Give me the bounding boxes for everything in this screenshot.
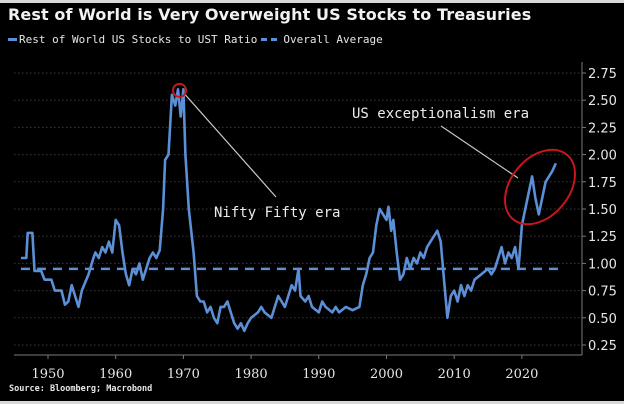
x-tick-label: 1950 <box>31 367 64 382</box>
y-tick-label: 2.75 <box>588 67 617 82</box>
annotations-layer: Nifty Fifty era US exceptionalism era <box>172 82 576 226</box>
y-tick-label: 2.50 <box>588 94 617 109</box>
legend-label-average: Overall Average <box>283 33 383 46</box>
x-tick-label: 1960 <box>99 367 132 382</box>
y-tick-label: 0.50 <box>588 312 617 327</box>
x-tick-label: 1980 <box>235 367 268 382</box>
x-tick-label: 2010 <box>438 367 471 382</box>
x-tick-label: 2020 <box>505 367 538 382</box>
y-tick-label: 1.75 <box>588 176 617 191</box>
chart-legend: Rest of World US Stocks to UST Ratio Ove… <box>8 33 383 46</box>
legend-swatch-average <box>261 38 281 41</box>
y-tick-label: 2.25 <box>588 121 617 136</box>
axes: 0.25 0.50 0.75 1.00 1.25 1.50 1.75 2.00 2.25 2.50… <box>14 62 617 382</box>
y-tick-label: 0.75 <box>588 285 617 300</box>
x-tick-label: 1990 <box>302 367 335 382</box>
grid-lines <box>14 72 582 346</box>
annotation-label-us: US exceptionalism era <box>352 106 529 122</box>
y-tick-label: 1.00 <box>588 257 617 272</box>
y-tick-label: 0.25 <box>588 339 617 354</box>
y-tick-label: 1.50 <box>588 203 617 218</box>
y-tick-label: 1.25 <box>588 230 617 245</box>
annotation-pointer-us <box>440 125 519 179</box>
annotation-label-nifty: Nifty Fifty era <box>214 205 340 221</box>
annotation-ellipse-us <box>504 148 576 226</box>
x-tick-label: 2000 <box>370 367 403 382</box>
chart-title: Rest of World is Very Overweight US Stoc… <box>8 5 532 24</box>
legend-swatch-ratio <box>8 38 17 41</box>
series-layer <box>20 88 560 333</box>
series-ratio-line <box>20 88 557 333</box>
source-note: Source: Bloomberg; Macrobond <box>9 384 153 394</box>
y-tick-label: 2.00 <box>588 149 617 164</box>
annotation-pointer-nifty <box>183 92 277 198</box>
annotation-circle-nifty <box>172 82 188 98</box>
x-tick-label: 1970 <box>167 367 200 382</box>
legend-label-ratio: Rest of World US Stocks to UST Ratio <box>19 33 258 46</box>
chart-frame <box>0 3 624 401</box>
